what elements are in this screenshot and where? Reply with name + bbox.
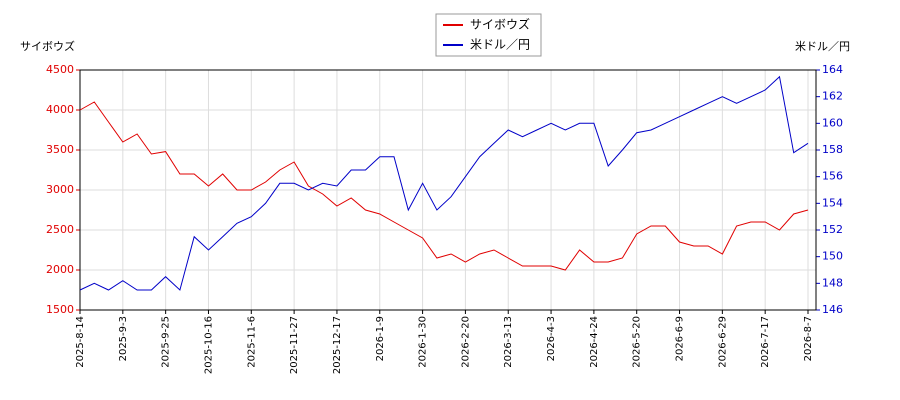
series-line (79, 101, 809, 271)
y2-tick-label: 162 (822, 90, 843, 103)
x-tick-label: 2025-11-27 (289, 316, 300, 374)
y-tick-label: 2000 (46, 263, 74, 276)
y-tick-label: 1500 (46, 303, 74, 316)
x-tick-label: 2026-4-3 (546, 316, 557, 361)
y-tick-label: 3500 (46, 143, 74, 156)
x-tick-label: 2025-9-3 (118, 316, 129, 361)
x-tick-label: 2026-6-9 (675, 316, 686, 361)
y-tick-label: 4500 (46, 63, 74, 76)
x-tick-label: 2026-5-20 (632, 316, 643, 368)
y2-tick-label: 150 (822, 250, 843, 263)
x-tick-label: 2025-11-6 (246, 316, 257, 368)
x-tick-label: 2026-2-20 (460, 316, 471, 368)
x-tick-label: 2026-6-29 (717, 316, 728, 368)
x-tick-label: 2026-3-13 (503, 316, 514, 368)
legend-label: サイボウズ (470, 17, 530, 32)
x-tick-label: 2026-1-9 (375, 316, 386, 361)
y2-axis-title: 米ドル／円 (795, 40, 850, 53)
y-axis-title: サイボウズ (20, 39, 75, 53)
y-tick-label: 2500 (46, 223, 74, 236)
x-tick-label: 2026-7-17 (760, 316, 771, 368)
series-line (79, 75, 809, 291)
y2-tick-label: 148 (822, 276, 843, 289)
x-tick-label: 2026-8-7 (803, 316, 814, 361)
x-tick-label: 2026-1-30 (418, 316, 429, 368)
x-tick-label: 2025-10-16 (203, 316, 214, 374)
y-tick-label: 4000 (46, 103, 74, 116)
x-tick-label: 2025-12-17 (332, 316, 343, 374)
legend-box (435, 13, 542, 57)
x-tick-label: 2026-4-24 (589, 316, 600, 368)
y2-tick-label: 146 (822, 303, 843, 316)
y2-tick-label: 154 (822, 196, 843, 209)
y2-tick-label: 160 (822, 116, 843, 129)
x-tick-label: 2025-9-25 (161, 316, 172, 368)
plot-frame (79, 69, 817, 311)
y2-tick-label: 152 (822, 223, 843, 236)
x-tick-label: 2025-8-14 (75, 316, 86, 368)
legend-label: 米ドル／円 (470, 38, 530, 52)
y-tick-label: 3000 (46, 183, 74, 196)
y2-tick-label: 156 (822, 170, 843, 183)
y2-tick-label: 164 (822, 63, 843, 76)
y2-tick-label: 158 (822, 143, 843, 156)
